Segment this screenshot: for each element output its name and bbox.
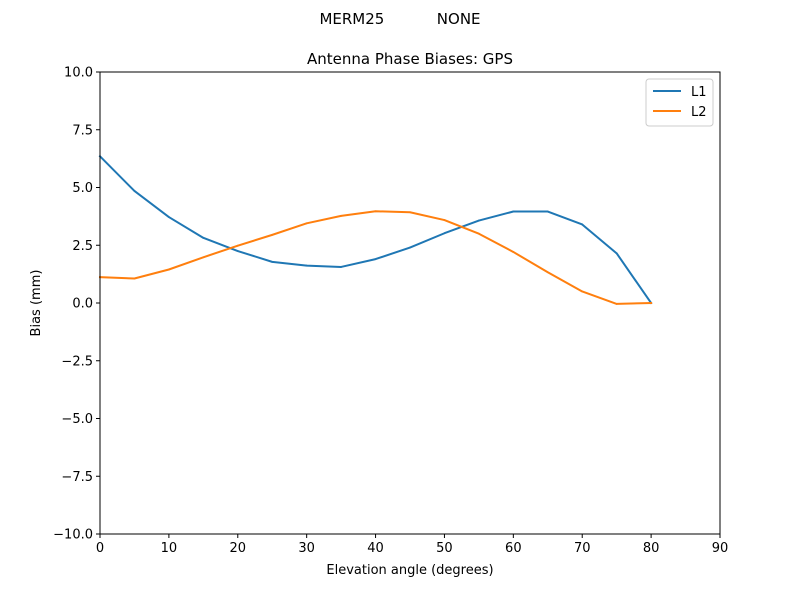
data-point-l2 bbox=[202, 256, 205, 259]
data-point-l1 bbox=[271, 260, 274, 263]
x-tick-label: 10 bbox=[161, 541, 178, 556]
y-axis-label: Bias (mm) bbox=[29, 270, 44, 337]
y-tick-label: −5.0 bbox=[61, 412, 93, 427]
data-point-l2 bbox=[271, 233, 274, 236]
data-point-l2 bbox=[650, 302, 653, 304]
figure-suptitle: MERM25 NONE bbox=[319, 10, 480, 28]
x-tick-label: 60 bbox=[505, 541, 522, 556]
x-tick-label: 30 bbox=[298, 541, 315, 556]
data-point-l2 bbox=[305, 222, 308, 225]
data-point-l1 bbox=[443, 232, 446, 235]
data-point-l2 bbox=[477, 232, 480, 235]
y-tick-label: 10.0 bbox=[64, 66, 93, 81]
data-point-l1 bbox=[477, 219, 480, 222]
data-point-l2 bbox=[581, 290, 584, 293]
data-point-l2 bbox=[167, 268, 170, 271]
y-tick-label: −7.5 bbox=[61, 470, 93, 485]
data-point-l1 bbox=[409, 246, 411, 249]
data-point-l1 bbox=[546, 210, 549, 213]
x-tick-label: 20 bbox=[230, 541, 247, 556]
data-point-l1 bbox=[512, 210, 515, 213]
y-tick-label: −10.0 bbox=[53, 528, 93, 543]
legend-label-l1: L1 bbox=[691, 85, 707, 100]
data-point-l1 bbox=[133, 190, 136, 192]
data-point-l2 bbox=[443, 219, 446, 221]
data-point-l2 bbox=[340, 215, 343, 217]
data-point-l2 bbox=[374, 210, 377, 213]
data-point-l1 bbox=[236, 250, 239, 252]
x-tick-label: 80 bbox=[643, 541, 660, 556]
y-tick-label: 5.0 bbox=[72, 181, 93, 196]
data-point-l1 bbox=[374, 258, 377, 261]
data-point-l2 bbox=[236, 244, 239, 247]
data-point-l2 bbox=[546, 271, 549, 274]
x-tick-label: 40 bbox=[367, 541, 384, 556]
data-point-l2 bbox=[512, 251, 515, 253]
y-tick-label: −2.5 bbox=[61, 354, 93, 369]
data-point-l2 bbox=[615, 303, 618, 305]
data-point-l2 bbox=[133, 277, 136, 280]
plot-frame bbox=[99, 71, 721, 535]
y-tick-label: 7.5 bbox=[72, 123, 93, 138]
legend-label-l2: L2 bbox=[691, 105, 707, 120]
x-tick-label: 0 bbox=[96, 541, 104, 556]
y-tick-label: 0.0 bbox=[72, 297, 93, 312]
data-point-l1 bbox=[305, 264, 308, 267]
data-point-l1 bbox=[581, 223, 584, 226]
series-line-l1 bbox=[98, 154, 653, 305]
data-point-l1 bbox=[340, 266, 343, 268]
x-tick-label: 50 bbox=[436, 541, 453, 556]
chart-title: Antenna Phase Biases: GPS bbox=[307, 50, 513, 68]
data-point-l1 bbox=[202, 236, 205, 239]
data-point-l2 bbox=[409, 211, 411, 214]
data-point-l1 bbox=[167, 216, 170, 218]
data-point-l1 bbox=[615, 252, 618, 255]
x-tick-label: 70 bbox=[574, 541, 591, 556]
y-tick-label: 2.5 bbox=[72, 239, 93, 254]
x-axis-label: Elevation angle (degrees) bbox=[326, 563, 493, 578]
x-tick-label: 90 bbox=[712, 541, 729, 556]
